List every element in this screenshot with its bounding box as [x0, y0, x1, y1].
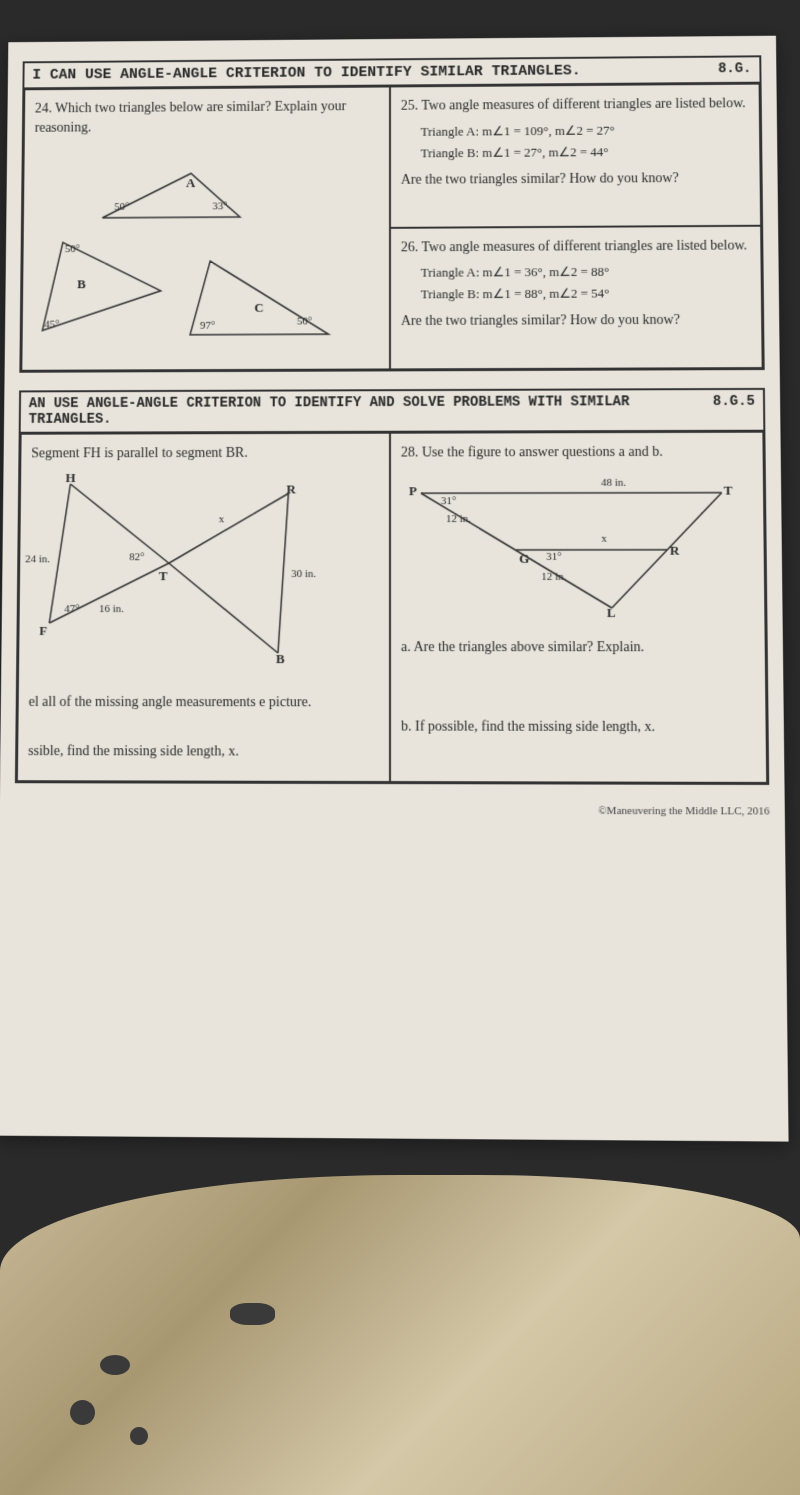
- q27-prompt: Segment FH is parallel to segment BR.: [31, 444, 379, 464]
- section1-title: I CAN USE ANGLE-ANGLE CRITERION TO IDENT…: [32, 63, 581, 84]
- blanket-spot: [230, 1303, 275, 1325]
- q27-x: x: [219, 513, 225, 525]
- q26-lineA: Triangle A: m∠1 = 36°, m∠2 = 88°: [421, 263, 751, 280]
- triangle-c-label: C: [254, 300, 263, 316]
- worksheet-page: I CAN USE ANGLE-ANGLE CRITERION TO IDENT…: [0, 36, 789, 1142]
- tri-c-angle2: 50°: [297, 316, 312, 328]
- q27-30in: 30 in.: [291, 568, 316, 580]
- q28-48in: 48 in.: [601, 477, 626, 489]
- q28-partA: a. Are the triangles above similar? Expl…: [401, 638, 755, 658]
- q27-partB: ssible, find the missing side length, x.: [28, 742, 379, 762]
- q26-question: Are the two triangles similar? How do yo…: [401, 311, 751, 332]
- section2-standard: 8.G.5: [713, 394, 756, 426]
- q28-12in-top: 12 in.: [446, 513, 471, 525]
- vertex-T28: T: [724, 482, 733, 498]
- q27-cell: Segment FH is parallel to segment BR. H …: [17, 433, 390, 782]
- triangle-a-label: A: [186, 176, 195, 192]
- q28-angle-top: 31°: [441, 495, 456, 507]
- blanket-spot: [130, 1427, 148, 1445]
- vertex-R28: R: [670, 543, 680, 559]
- tri-c-angle1: 97°: [200, 320, 215, 332]
- q27-partA: el all of the missing angle measurements…: [29, 693, 379, 713]
- triangle-b-label: B: [77, 277, 86, 293]
- section1-standard: 8.G.: [718, 61, 752, 77]
- q28-angle-mid: 31°: [546, 551, 562, 563]
- section2-header: AN USE ANGLE-ANGLE CRITERION TO IDENTIFY…: [19, 388, 766, 434]
- q26-lineB: Triangle B: m∠1 = 88°, m∠2 = 54°: [421, 285, 751, 302]
- q28-figure: P T G R L 48 in. 31° 12 in. x 31° 12 in.: [401, 472, 754, 622]
- q28-prompt: 28. Use the figure to answer questions a…: [401, 443, 753, 463]
- q25-cell: 25. Two angle measures of different tria…: [390, 84, 761, 228]
- q24-triangles: A 50° 33° B 50° 45° C 97° 50°: [32, 143, 379, 360]
- grid-bottom: Segment FH is parallel to segment BR. H …: [15, 432, 769, 785]
- q26-prompt: 26. Two angle measures of different tria…: [401, 236, 751, 257]
- q24-cell: 24. Which two triangles below are simila…: [21, 86, 390, 370]
- vertex-T: T: [159, 568, 168, 584]
- q26-cell: 26. Two angle measures of different tria…: [390, 225, 763, 369]
- bowtie-svg: [29, 473, 328, 663]
- tri-b-angle1: 50°: [65, 243, 80, 255]
- vertex-P: P: [409, 483, 417, 499]
- section2-title: AN USE ANGLE-ANGLE CRITERION TO IDENTIFY…: [29, 394, 713, 428]
- q28-cell: 28. Use the figure to answer questions a…: [390, 432, 767, 783]
- blanket-spot: [70, 1400, 95, 1425]
- q25-prompt: 25. Two angle measures of different tria…: [401, 94, 749, 116]
- q27-figure: H F T R B 24 in. x 82° 47° 16 in. 30 in.: [29, 473, 379, 673]
- blanket-background: [0, 1175, 800, 1495]
- q28-partB: b. If possible, find the missing side le…: [401, 718, 755, 738]
- q25-lineA: Triangle A: m∠1 = 109°, m∠2 = 27°: [421, 121, 750, 139]
- vertex-B: B: [276, 651, 285, 667]
- vertex-H: H: [65, 470, 75, 486]
- q27-24in: 24 in.: [25, 553, 50, 565]
- tri-a-angle2: 33°: [212, 201, 227, 213]
- tri-a-angle1: 50°: [114, 201, 129, 213]
- vertex-F: F: [39, 623, 47, 639]
- vertex-G: G: [519, 551, 529, 567]
- footer-copyright: ©Maneuvering the Middle LLC, 2016: [15, 803, 770, 817]
- q25-lineB: Triangle B: m∠1 = 27°, m∠2 = 44°: [421, 143, 750, 161]
- grid-top: 24. Which two triangles below are simila…: [19, 82, 764, 373]
- q27-47: 47°: [64, 603, 79, 615]
- q25-question: Are the two triangles similar? How do yo…: [401, 168, 750, 189]
- tri-b-angle2: 45°: [44, 319, 59, 331]
- vertex-L: L: [607, 605, 616, 621]
- q28-x: x: [601, 533, 607, 545]
- q27-16in: 16 in.: [99, 603, 124, 615]
- q27-82: 82°: [129, 551, 144, 563]
- blanket-spot: [100, 1355, 130, 1375]
- triangle-a-svg: [92, 164, 250, 233]
- q24-prompt: 24. Which two triangles below are simila…: [35, 97, 380, 138]
- vertex-R: R: [286, 481, 295, 497]
- q28-12in-bot: 12 in.: [541, 571, 566, 583]
